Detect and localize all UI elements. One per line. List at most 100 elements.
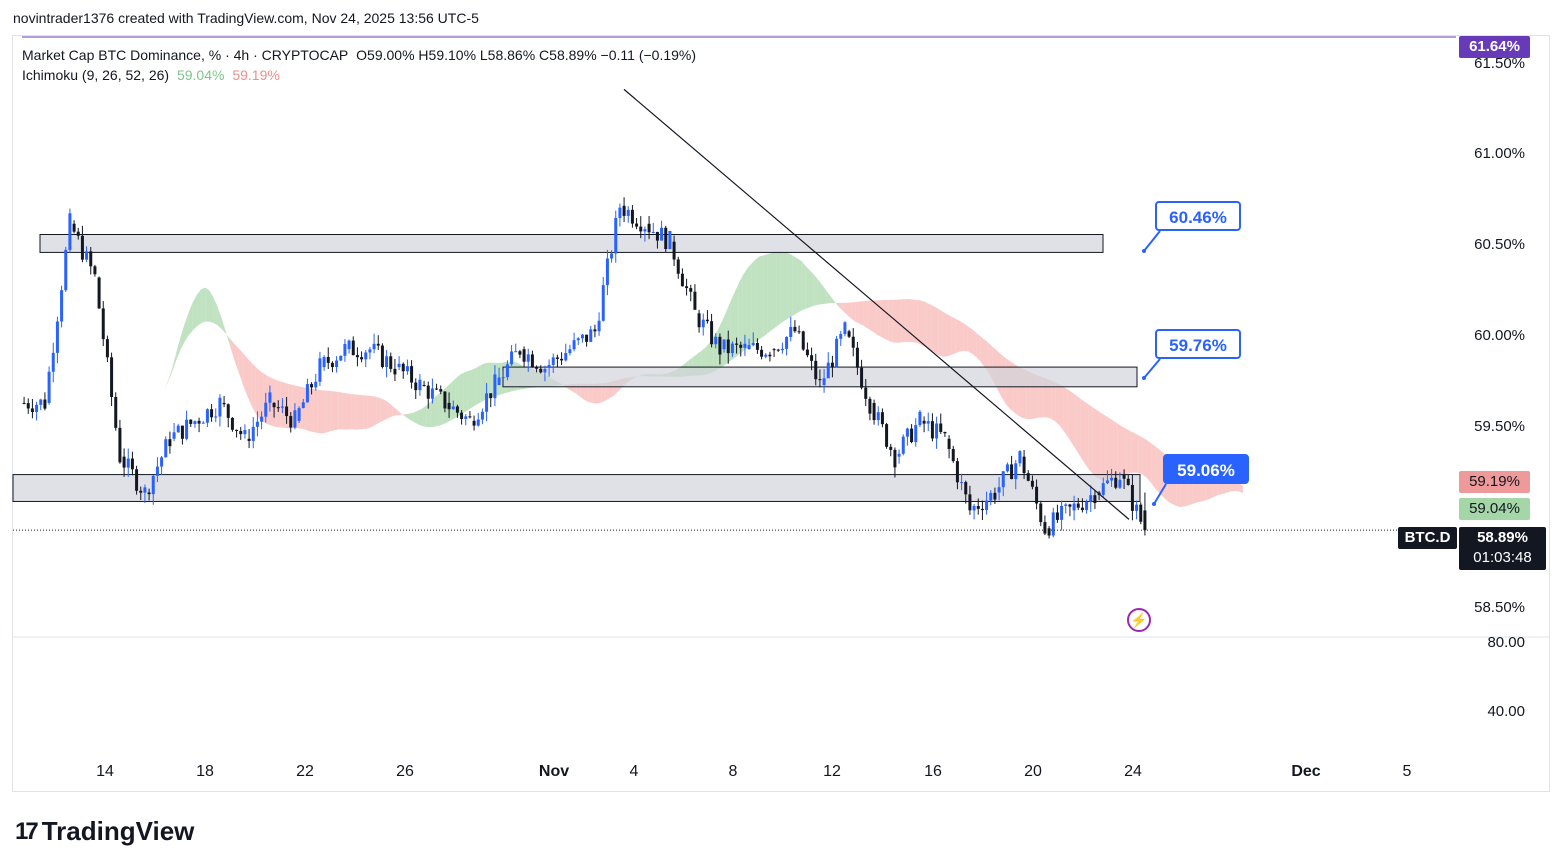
candle-body [760, 349, 764, 357]
candle-body [564, 353, 568, 361]
candle-body [576, 338, 580, 341]
candle-body [539, 368, 543, 373]
ichimoku-cloud-segment [1122, 426, 1127, 477]
candle-body [735, 343, 739, 345]
candle-body [280, 406, 284, 408]
callout-support[interactable]: 59.06% [1163, 454, 1249, 484]
candle-body [876, 412, 880, 421]
ichimoku-cloud-segment [601, 382, 606, 403]
ichimoku-cloud-segment [597, 383, 602, 404]
candle-body [814, 360, 818, 380]
ichimoku-cloud-segment [763, 253, 768, 337]
candle-body [180, 425, 184, 439]
lightning-icon[interactable]: ⚡ [1127, 608, 1151, 632]
ichimoku-cloud-segment [876, 300, 881, 337]
candle-body [351, 340, 355, 356]
ichimoku-cloud-segment [259, 370, 264, 423]
candle-body [389, 356, 393, 369]
ichimoku-cloud-segment [397, 409, 402, 416]
ichimoku-cloud-segment [388, 402, 393, 418]
candle-body [301, 402, 305, 409]
candle-body [372, 343, 376, 350]
price-axis-label: 59.50% [1474, 418, 1525, 435]
candle-body [114, 397, 118, 428]
candle-body [839, 334, 843, 339]
ichimoku-cloud-segment [459, 372, 464, 416]
candle-body [976, 506, 980, 509]
candle-body [893, 449, 897, 468]
candle-body [93, 266, 97, 275]
ichimoku-cloud-segment [580, 383, 585, 400]
ichimoku-cloud-segment [347, 393, 352, 430]
symbol-legend-row: Market Cap BTC Dominance, % · 4h · CRYPT… [22, 45, 700, 65]
time-axis-label: 20 [1024, 763, 1042, 780]
candle-body [1022, 456, 1026, 474]
price-axis-label: 58.50% [1474, 599, 1525, 616]
ichimoku-cloud-segment [767, 252, 772, 334]
candle-body [935, 423, 939, 439]
candle-body [897, 453, 901, 457]
candle-body [743, 343, 747, 348]
ichimoku-cloud-segment [1105, 415, 1110, 482]
candle-body [1005, 464, 1009, 472]
candle-body [572, 340, 576, 350]
candle-body [805, 349, 809, 356]
candle-body [47, 371, 51, 403]
candle-body [560, 358, 564, 361]
ichimoku-cloud-segment [155, 397, 160, 403]
candle-body [110, 357, 114, 398]
time-axis-label: 5 [1402, 763, 1412, 780]
ichimoku-cloud-segment [363, 395, 368, 429]
ichimoku-cloud-segment [405, 413, 410, 420]
indicator-span-a-value: 59.04% [176, 67, 225, 83]
ichimoku-cloud-segment [138, 405, 143, 407]
ichimoku-cloud-segment [813, 274, 818, 306]
ichimoku-cloud-segment [351, 393, 356, 430]
candle-body [260, 416, 264, 422]
candle-body [189, 419, 193, 424]
candle-body [751, 342, 755, 346]
tradingview-logo[interactable]: 17 TradingView [15, 816, 194, 847]
ichimoku-cloud-segment [338, 392, 343, 430]
candle-body [151, 475, 155, 495]
ichimoku-cloud-segment [467, 369, 472, 411]
candle-body [122, 456, 126, 468]
candle-body [1026, 473, 1030, 481]
ichimoku-cloud-segment [759, 255, 764, 340]
candle-body [1089, 495, 1093, 502]
candle-body [914, 425, 918, 443]
ichimoku-cloud-segment [926, 302, 931, 351]
candle-body [55, 321, 59, 353]
candle-body [80, 235, 84, 260]
candle-body [255, 421, 259, 427]
ichimoku-cloud-segment [213, 297, 218, 326]
candle-body [497, 377, 501, 385]
ichimoku-cloud-segment [922, 300, 927, 348]
candle-body [589, 329, 593, 342]
ichimoku-cloud-segment [780, 251, 785, 324]
candle-body [922, 420, 926, 424]
candle-body [518, 351, 522, 355]
ichimoku-cloud-segment [1234, 482, 1239, 492]
ichimoku-cloud-segment [788, 253, 793, 319]
ichimoku-cloud-segment [330, 390, 335, 432]
ichimoku-cloud-segment [805, 265, 810, 309]
callout-resistance[interactable]: 60.46% [1155, 201, 1241, 231]
candle-body [135, 469, 139, 491]
ichimoku-cloud-segment [417, 408, 422, 427]
candle-body [1010, 464, 1014, 480]
candle-body [364, 352, 368, 360]
candle-body [1001, 471, 1005, 488]
ichimoku-cloud-segment [192, 294, 197, 331]
callout-mid-zone[interactable]: 59.76% [1155, 329, 1241, 359]
ichimoku-cloud-segment [963, 323, 968, 352]
current-price-tag: 58.89% 01:03:48 [1459, 527, 1546, 570]
ichimoku-cloud-segment [1072, 392, 1077, 450]
callout-pointer [1153, 483, 1167, 505]
candle-body [1118, 479, 1122, 488]
candle-body [680, 273, 684, 287]
candle-body [676, 259, 680, 274]
candle-body [230, 417, 234, 430]
candle-body [397, 363, 401, 368]
